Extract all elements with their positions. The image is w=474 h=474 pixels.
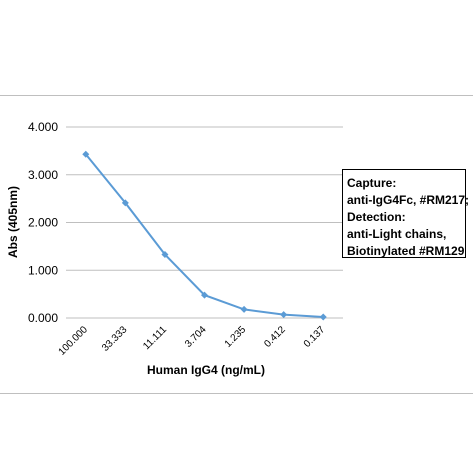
data-point [280,311,288,319]
y-tick-label: 1.000 [28,263,58,277]
y-tick-label: 0.000 [28,311,58,325]
data-point [161,250,169,258]
annotation-line: anti-Light chains, [347,227,447,241]
data-point [201,291,208,299]
x-tick-label: 11.111 [141,324,169,352]
x-tick-label: 100.000 [57,324,91,358]
y-tick-label: 3.000 [28,168,58,182]
chart-frame [0,95,473,394]
x-tick-label: 33.333 [100,324,130,354]
data-point [319,313,327,321]
y-tick-label: 4.000 [28,120,58,134]
x-tick-labels: 100.000 33.333 11.111 3.704 1.235 0.412 0.137 [57,324,328,358]
annotation-line: Detection: [347,210,406,224]
x-axis-title: Human IgG4 (ng/mL) [147,363,265,377]
series-layer [82,150,327,321]
data-point [121,199,129,207]
x-tick-label: 3.704 [183,324,209,350]
annotation-line: anti-IgG4Fc, #RM217; [347,193,470,207]
gridlines [66,126,343,319]
data-point [82,150,90,158]
x-tick-label: 0.412 [262,324,288,350]
y-tick-label: 2.000 [28,216,58,230]
y-axis-title: Abs (405nm) [6,186,20,258]
annotation-line: Biotinylated #RM129 [347,244,465,258]
y-tick-labels: 0.000 1.000 2.000 3.000 4.000 [28,120,58,325]
x-tick-label: 1.235 [223,324,249,350]
annotation-line: Capture: [347,176,397,190]
annotation-box: Capture: anti-IgG4Fc, #RM217; Detection:… [342,169,470,258]
data-point [240,305,248,313]
x-tick-label: 0.137 [302,324,328,350]
